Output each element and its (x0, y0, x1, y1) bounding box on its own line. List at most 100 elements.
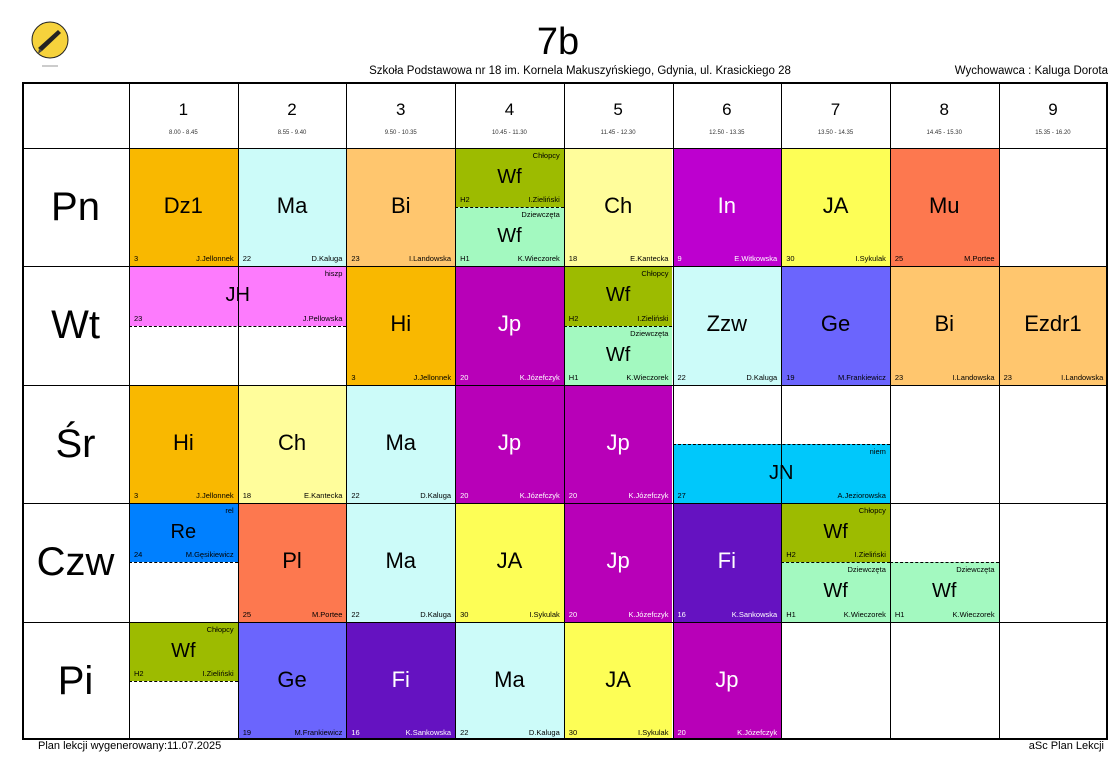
lesson-room: 23 (894, 372, 904, 382)
lesson-cell[interactable]: Bi 23 I.Landowska (346, 148, 456, 267)
lesson-cell[interactable]: Jp 20 K.Józefczyk (455, 384, 564, 504)
period-header: 8 14.45 - 15.30 (890, 82, 999, 148)
split-divider (781, 562, 890, 564)
lesson-teacher: E.Witkowska (734, 254, 778, 264)
lesson-teacher: D.Kaluga (746, 372, 778, 382)
lesson-cell[interactable]: Ezdr1 23 I.Landowska (998, 266, 1108, 385)
lesson-cell[interactable]: Wf Chłopcy H2 I.Zieliński (129, 621, 238, 681)
period-header: 4 10.45 - 11.30 (455, 82, 564, 148)
period-number: 8 (939, 100, 949, 119)
lesson-cell[interactable]: Wf Dziewczęta H1 K.Wieczorek (563, 325, 673, 385)
lesson-teacher: I.Zieliński (202, 668, 234, 678)
lesson-cell[interactable]: Jp 20 K.Józefczyk (455, 266, 564, 385)
lesson-subject: JA (496, 548, 523, 574)
lesson-subject: Re (170, 521, 197, 544)
lesson-cell[interactable]: Bi 23 I.Landowska (889, 266, 999, 385)
lesson-subject: Mu (928, 192, 960, 218)
lesson-cell[interactable]: Dz1 3 J.Jellonnek (129, 148, 238, 267)
lesson-cell[interactable]: Wf Dziewczęta H1 K.Wieczorek (889, 562, 999, 622)
lesson-cell[interactable]: JA 30 I.Sykulak (781, 148, 890, 267)
lesson-teacher: K.Sankowska (731, 609, 778, 619)
lesson-group: rel (225, 506, 234, 516)
lesson-teacher: M.Frankiewicz (294, 727, 343, 737)
lesson-teacher: I.Landowska (1061, 372, 1104, 382)
lesson-cell[interactable]: Ma 22 D.Kaluga (346, 384, 456, 504)
lesson-teacher: J.Jellonnek (196, 491, 234, 501)
lesson-group: Dziewczęta (956, 565, 995, 575)
lesson-subject: Jp (497, 311, 522, 337)
generated-date: Plan lekcji wygenerowany:11.07.2025 (38, 740, 222, 752)
lesson-teacher: I.Zieliński (528, 195, 560, 205)
grid-line (781, 82, 783, 740)
lesson-room: H2 (786, 550, 796, 560)
period-time: 8.00 - 8.45 (169, 130, 198, 136)
lesson-room: 25 (894, 254, 904, 264)
lesson-subject: Ma (276, 192, 308, 218)
lesson-teacher: D.Kaluga (311, 254, 343, 264)
period-header: 9 15.35 - 16.20 (999, 82, 1108, 148)
lesson-teacher: I.Sykulak (638, 727, 669, 737)
grid-line (22, 266, 1108, 268)
lesson-cell[interactable]: Ch 18 E.Kantecka (237, 384, 347, 504)
lesson-teacher: K.Józefczyk (737, 727, 778, 737)
lesson-cell[interactable]: In 9 E.Witkowska (672, 148, 782, 267)
lesson-group: Chłopcy (532, 151, 560, 160)
lesson-subject: Hi (390, 311, 412, 337)
period-header: 1 8.00 - 8.45 (129, 82, 238, 148)
lesson-teacher: I.Sykulak (529, 609, 560, 619)
lesson-cell[interactable]: Pl 25 M.Portee (237, 503, 347, 622)
lesson-cell[interactable]: Ma 22 D.Kaluga (455, 621, 564, 740)
lesson-room: 23 (1003, 372, 1012, 382)
period-header: 7 13.50 - 14.35 (781, 82, 890, 148)
lesson-group: Dziewczęta (847, 565, 886, 575)
lesson-room: 24 (134, 550, 143, 560)
split-divider (129, 680, 238, 682)
lesson-cell[interactable]: Hi 3 J.Jellonnek (129, 384, 238, 504)
lesson-cell[interactable]: Mu 25 M.Portee (889, 148, 999, 267)
lesson-subject: Ezdr1 (1024, 311, 1082, 337)
lesson-teacher: K.Wieczorek (517, 254, 560, 264)
lesson-cell[interactable]: Zzw 22 D.Kaluga (672, 266, 782, 385)
lesson-cell[interactable]: Wf Chłopcy H2 I.Zieliński (455, 148, 564, 208)
lesson-cell[interactable]: Ge 19 M.Frankiewicz (237, 621, 347, 740)
lesson-cell[interactable]: Fi 16 K.Sankowska (346, 621, 456, 740)
lesson-room: H1 (786, 609, 796, 619)
split-divider (563, 325, 673, 327)
lesson-room: 20 (568, 491, 578, 501)
lesson-subject: Ma (385, 548, 417, 574)
lesson-cell[interactable]: Fi 16 K.Sankowska (672, 503, 782, 622)
day-label: Czw (22, 503, 129, 621)
lesson-room: H1 (894, 609, 905, 619)
brand-label: aSc Plan Lekcji (1028, 740, 1104, 752)
lesson-room: 9 (677, 254, 682, 264)
lesson-cell[interactable]: Re rel 24 M.Gęsikiewicz (129, 503, 238, 563)
lesson-room: 3 (351, 372, 356, 382)
lesson-subject: Wf (605, 284, 631, 307)
lesson-room: 18 (242, 491, 252, 501)
lesson-cell[interactable]: Jp 20 K.Józefczyk (672, 621, 782, 740)
lesson-cell[interactable]: Hi 3 J.Jellonnek (346, 266, 456, 385)
lesson-cell[interactable]: Wf Dziewczęta H1 K.Wieczorek (781, 562, 890, 622)
lesson-cell[interactable]: Jp 20 K.Józefczyk (563, 503, 673, 622)
lesson-room: 22 (242, 254, 252, 264)
lesson-cell[interactable]: JA 30 I.Sykulak (563, 621, 673, 740)
lesson-teacher: J.Pellowska (302, 313, 343, 323)
lesson-cell[interactable]: Wf Dziewczęta H1 K.Wieczorek (455, 207, 564, 267)
lesson-cell[interactable]: JA 30 I.Sykulak (455, 503, 564, 622)
lesson-cell[interactable]: Ma 22 D.Kaluga (346, 503, 456, 622)
lesson-group: niem (869, 447, 886, 456)
lesson-cell[interactable]: Ge 19 M.Frankiewicz (781, 266, 890, 385)
lesson-subject: Bi (934, 311, 955, 337)
lesson-cell[interactable]: Wf Chłopcy H2 I.Zieliński (563, 266, 673, 326)
lesson-teacher: I.Zieliński (637, 313, 669, 323)
lesson-teacher: M.Portee (311, 609, 343, 619)
lesson-cell[interactable]: Ma 22 D.Kaluga (237, 148, 347, 267)
lesson-teacher: K.Wieczorek (952, 609, 995, 619)
lesson-subject: JA (822, 192, 849, 218)
lesson-subject: Wf (823, 521, 848, 544)
lesson-cell[interactable]: Wf Chłopcy H2 I.Zieliński (781, 503, 890, 563)
school-name: Szkoła Podstawowa nr 18 im. Kornela Maku… (369, 65, 791, 77)
lesson-cell[interactable]: Ch 18 E.Kantecka (563, 148, 673, 267)
lesson-teacher: I.Zieliński (854, 550, 886, 560)
lesson-cell[interactable]: Jp 20 K.Józefczyk (563, 384, 673, 504)
